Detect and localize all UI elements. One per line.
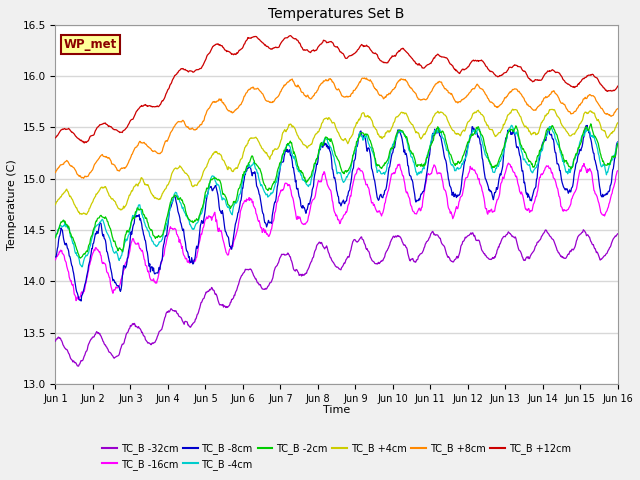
X-axis label: Time: Time xyxy=(323,405,350,415)
Legend: TC_B -32cm, TC_B -16cm, TC_B -8cm, TC_B -4cm, TC_B -2cm, TC_B +4cm, TC_B +8cm, T: TC_B -32cm, TC_B -16cm, TC_B -8cm, TC_B … xyxy=(99,439,575,474)
Title: Temperatures Set B: Temperatures Set B xyxy=(268,7,404,21)
Y-axis label: Temperature (C): Temperature (C) xyxy=(7,159,17,250)
Text: WP_met: WP_met xyxy=(64,38,117,51)
